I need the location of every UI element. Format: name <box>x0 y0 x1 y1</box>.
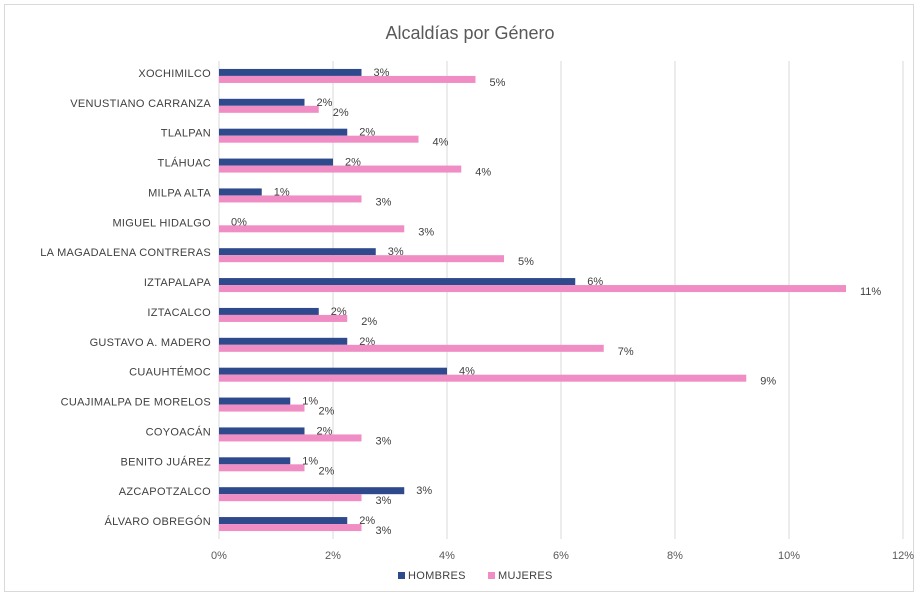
bar-hombres <box>219 188 262 196</box>
bar-hombres <box>219 517 348 525</box>
bar-mujeres <box>219 494 362 502</box>
bar-mujeres <box>219 105 319 113</box>
category-label: CUAJIMALPA DE MORELOS <box>61 397 211 409</box>
category-label: MIGUEL HIDALGO <box>112 217 211 229</box>
category-label: COYOACÁN <box>146 425 211 438</box>
data-label-hombres: 0% <box>231 216 247 228</box>
data-label-hombres: 2% <box>317 97 333 109</box>
bar-mujeres <box>219 255 504 263</box>
bar-hombres <box>219 278 576 286</box>
bar-chart: Alcaldías por Género 0% 2% 4% 6% 8% 10% 12% XO… <box>40 23 914 582</box>
bar-hombres <box>219 457 291 465</box>
bar-mujeres <box>219 404 305 412</box>
data-label-hombres: 3% <box>374 67 390 79</box>
data-label-mujeres: 5% <box>518 256 534 268</box>
data-label-hombres: 2% <box>317 425 333 437</box>
data-label-mujeres: 3% <box>376 196 392 208</box>
category-label: LA MAGADALENA CONTRERAS <box>40 247 211 259</box>
data-label-mujeres: 2% <box>319 465 335 477</box>
bars <box>219 68 846 532</box>
bar-hombres <box>219 98 305 106</box>
bar-mujeres <box>219 434 362 442</box>
legend-swatch-hombres <box>398 572 405 579</box>
data-label-hombres: 6% <box>587 276 603 288</box>
x-tick-label: 0% <box>211 550 227 562</box>
data-label-hombres: 1% <box>302 455 318 467</box>
x-tick-label: 2% <box>325 550 341 562</box>
data-label-mujeres: 3% <box>376 495 392 507</box>
x-tick-label: 12% <box>892 550 914 562</box>
legend-swatch-mujeres <box>488 572 495 579</box>
data-label-hombres: 2% <box>331 306 347 318</box>
bar-mujeres <box>219 165 462 173</box>
data-label-hombres: 2% <box>359 336 375 348</box>
data-label-mujeres: 11% <box>860 286 881 298</box>
data-label-hombres: 4% <box>459 366 475 378</box>
category-label: IZTACALCO <box>147 307 211 319</box>
x-axis-ticks: 0% 2% 4% 6% 8% 10% 12% <box>211 550 914 562</box>
category-label: XOCHIMILCO <box>138 68 211 80</box>
bar-mujeres <box>219 75 476 83</box>
bar-hombres <box>219 427 305 435</box>
category-label: GUSTAVO A. MADERO <box>90 337 212 349</box>
category-label: VENUSTIANO CARRANZA <box>70 98 211 110</box>
legend-label-hombres: HOMBRES <box>408 570 466 582</box>
category-label: ÁLVARO OBREGÓN <box>105 515 211 528</box>
data-label-mujeres: 5% <box>490 77 506 89</box>
data-label-mujeres: 4% <box>475 167 491 179</box>
bar-mujeres <box>219 285 846 293</box>
data-label-hombres: 1% <box>302 396 318 408</box>
category-label: AZCAPOTZALCO <box>119 486 211 498</box>
category-label: BENITO JUÁREZ <box>121 455 212 468</box>
x-tick-label: 10% <box>778 550 800 562</box>
bar-mujeres <box>219 344 604 352</box>
x-tick-label: 6% <box>553 550 569 562</box>
bar-hombres <box>219 367 447 375</box>
data-label-mujeres: 2% <box>319 406 335 418</box>
bar-mujeres <box>219 374 747 382</box>
data-label-mujeres: 2% <box>333 107 349 119</box>
bar-mujeres <box>219 225 405 233</box>
category-label: IZTAPALAPA <box>144 277 212 289</box>
bar-mujeres <box>219 314 348 322</box>
bar-mujeres <box>219 524 362 532</box>
bar-mujeres <box>219 135 419 143</box>
chart-frame: Alcaldías por Género 0% 2% 4% 6% 8% 10% 12% XO… <box>4 4 914 592</box>
data-labels: 3%5%2%2%2%4%2%4%1%3%0%3%3%5%6%11%2%2%2%7… <box>231 67 881 537</box>
data-label-hombres: 2% <box>359 515 375 527</box>
bar-hombres <box>219 487 405 495</box>
data-label-mujeres: 4% <box>433 137 449 149</box>
legend: HOMBRES MUJERES <box>398 570 553 582</box>
chart-title: Alcaldías por Género <box>385 23 554 43</box>
data-label-mujeres: 3% <box>376 435 392 447</box>
data-label-mujeres: 3% <box>376 525 392 537</box>
legend-label-mujeres: MUJERES <box>498 570 553 582</box>
data-label-hombres: 3% <box>416 485 432 497</box>
data-label-hombres: 2% <box>359 127 375 139</box>
bar-hombres <box>219 158 333 166</box>
category-label: CUAUHTÉMOC <box>129 366 211 379</box>
bar-hombres <box>219 307 319 315</box>
category-label: TLALPAN <box>161 128 211 140</box>
bar-hombres <box>219 128 348 136</box>
data-label-mujeres: 2% <box>361 316 377 328</box>
category-label: TLÁHUAC <box>158 157 211 170</box>
data-label-mujeres: 3% <box>418 226 434 238</box>
data-label-hombres: 2% <box>345 157 361 169</box>
bar-hombres <box>219 337 348 345</box>
category-label: MILPA ALTA <box>148 187 211 199</box>
x-tick-label: 8% <box>667 550 683 562</box>
bar-mujeres <box>219 464 305 472</box>
bar-hombres <box>219 397 291 405</box>
data-label-hombres: 1% <box>274 186 290 198</box>
data-label-mujeres: 7% <box>618 346 634 358</box>
bar-hombres <box>219 68 362 76</box>
data-label-mujeres: 9% <box>760 376 776 388</box>
bar-mujeres <box>219 195 362 203</box>
x-tick-label: 4% <box>439 550 455 562</box>
data-label-hombres: 3% <box>388 246 404 258</box>
bar-hombres <box>219 248 376 256</box>
category-labels: XOCHIMILCO VENUSTIANO CARRANZA TLALPAN TLÁH… <box>40 68 211 528</box>
